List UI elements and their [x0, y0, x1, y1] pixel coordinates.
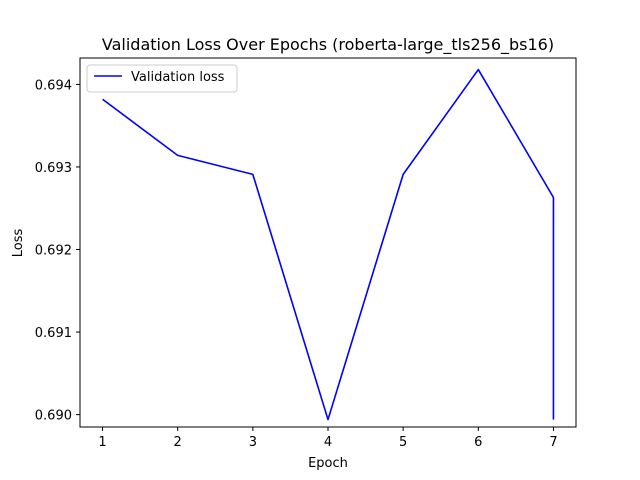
- y-tick-label: 0.691: [35, 326, 72, 341]
- x-axis-label: Epoch: [308, 456, 348, 471]
- x-tick-label: 4: [324, 435, 332, 450]
- x-tick-label: 2: [174, 435, 182, 450]
- legend-label-validation-loss: Validation loss: [131, 70, 225, 85]
- x-tick-label: 3: [249, 435, 257, 450]
- y-tick-label: 0.694: [35, 78, 72, 93]
- ticks-layer: 1 2 3 4 5 6 7 0.690 0.691 0.692 0.693 0.694: [35, 78, 558, 450]
- plot-layer: [102, 68, 555, 421]
- x-tick-label: 7: [549, 435, 557, 450]
- x-tick-label: 5: [399, 435, 407, 450]
- x-tick-label: 1: [98, 435, 106, 450]
- y-axis-label: Loss: [11, 229, 26, 258]
- chart-title: Validation Loss Over Epochs (roberta-lar…: [102, 35, 554, 55]
- x-tick-label: 6: [474, 435, 482, 450]
- series-line-0: [102, 68, 555, 421]
- y-tick-label: 0.692: [35, 244, 72, 259]
- legend-box: [86, 64, 238, 93]
- y-tick-label: 0.693: [35, 161, 72, 176]
- y-tick-label: 0.690: [35, 409, 72, 424]
- legend: Validation loss: [86, 64, 238, 93]
